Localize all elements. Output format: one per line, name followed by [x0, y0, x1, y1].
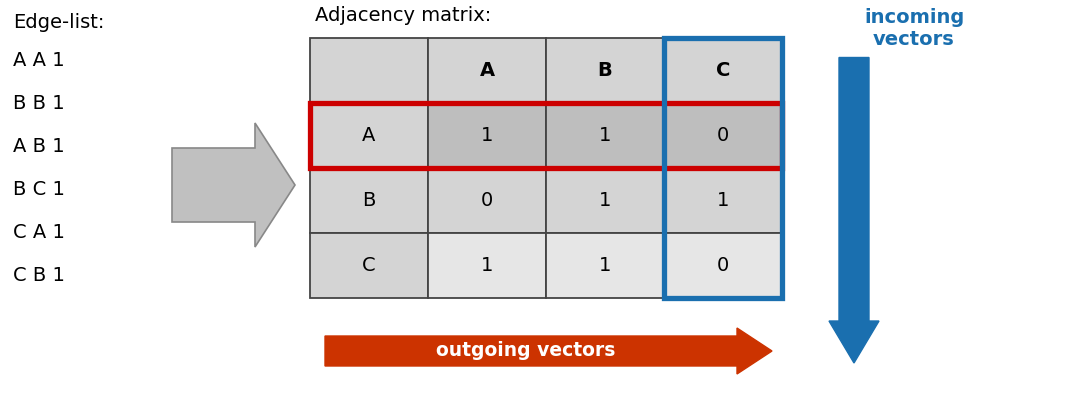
Text: 1: 1 — [716, 191, 729, 210]
Text: A B 1: A B 1 — [13, 137, 64, 156]
Text: 0: 0 — [716, 256, 729, 275]
Text: B B 1: B B 1 — [13, 94, 64, 113]
Text: C: C — [716, 61, 731, 80]
Bar — [664, 38, 782, 298]
Text: B C 1: B C 1 — [13, 180, 64, 199]
Text: B: B — [597, 61, 613, 80]
FancyArrow shape — [325, 328, 772, 374]
Text: Edge-list:: Edge-list: — [13, 13, 105, 32]
Text: 1: 1 — [598, 256, 612, 275]
Text: A: A — [479, 61, 495, 80]
Bar — [664, 103, 782, 168]
Bar — [310, 168, 428, 233]
Text: C B 1: C B 1 — [13, 266, 64, 285]
Bar — [546, 38, 664, 103]
Bar — [428, 103, 546, 168]
Text: 0: 0 — [716, 126, 729, 145]
Text: B: B — [363, 191, 376, 210]
Text: 1: 1 — [480, 256, 494, 275]
Bar — [664, 168, 782, 233]
FancyArrow shape — [829, 57, 879, 363]
Bar — [310, 103, 782, 168]
Text: A A 1: A A 1 — [13, 51, 64, 70]
Text: Adjacency matrix:: Adjacency matrix: — [314, 6, 491, 25]
Text: C A 1: C A 1 — [13, 223, 64, 242]
Bar — [428, 38, 546, 103]
Bar — [546, 103, 664, 168]
Text: 1: 1 — [598, 126, 612, 145]
Text: 0: 0 — [480, 191, 494, 210]
Text: A: A — [363, 126, 376, 145]
Text: 1: 1 — [480, 126, 494, 145]
Bar — [428, 168, 546, 233]
Bar — [428, 233, 546, 298]
Bar — [664, 233, 782, 298]
Text: C: C — [363, 256, 376, 275]
Bar — [546, 233, 664, 298]
Text: incoming
vectors: incoming vectors — [864, 8, 964, 49]
Bar — [310, 38, 428, 103]
Bar — [664, 38, 782, 103]
Bar — [546, 168, 664, 233]
Bar — [310, 103, 428, 168]
Polygon shape — [173, 123, 295, 247]
Bar — [310, 233, 428, 298]
Text: outgoing vectors: outgoing vectors — [437, 342, 616, 360]
Text: 1: 1 — [598, 191, 612, 210]
